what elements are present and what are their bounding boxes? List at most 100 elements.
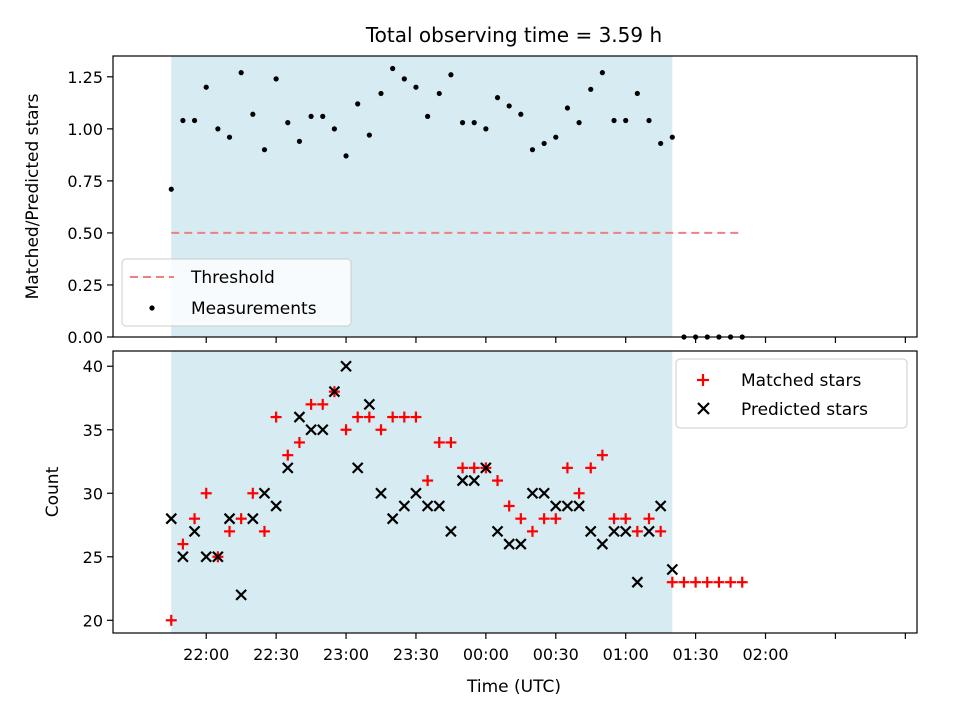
y-tick-label: 30 [83,484,103,503]
matched-point [596,449,608,461]
measurements-legend-swatch [149,305,155,311]
predicted-point [445,525,457,538]
matched-point [503,500,515,512]
measurement-point [553,134,559,140]
y-tick-label: 1.00 [67,120,103,139]
predicted-legend-swatch [697,402,710,415]
ratio-legend: Threshold Measurements [121,258,352,327]
matched-point [550,513,562,525]
measurement-point [599,70,605,76]
measurement-point [658,140,664,147]
matched-point [224,525,236,537]
measurement-point [494,95,501,101]
matched-legend-label: Matched stars [741,371,861,391]
predicted-point [305,423,317,436]
predicted-point [340,360,352,373]
measurement-point [459,120,466,126]
predicted-point [468,474,480,487]
y-tick-label: 20 [83,611,103,630]
matched-point [200,487,212,499]
measurement-point [180,117,186,124]
matched-point [468,462,480,474]
predicted-point [375,487,387,500]
x-tick-label: 23:30 [393,645,439,664]
measurement-point [168,186,174,192]
threshold-legend-label: Threshold [190,268,275,288]
predicted-point [526,487,539,500]
predicted-point [188,525,201,538]
y-tick-label: 35 [83,421,103,440]
measurement-point [308,113,314,119]
matched-point [666,576,678,588]
measurement-point [425,113,431,119]
matched-point [608,513,620,525]
y-tick-label: 40 [83,357,103,376]
measurement-point [634,90,640,97]
measurement-point [623,117,629,124]
measurement-point [226,134,233,140]
matched-point [165,614,177,626]
measurement-point [541,140,547,147]
predicted-point [177,551,189,563]
measurement-point [378,90,384,97]
predicted-point [503,538,515,550]
count-legend: Matched stars Predicted stars [675,358,908,429]
measurement-point [366,132,372,138]
predicted-point [165,512,178,525]
matched-point [725,576,737,588]
measurement-point [390,65,396,72]
matched-point [387,411,399,423]
matched-point [433,436,445,448]
x-tick-label: 00:30 [533,645,579,664]
matched-point [305,398,317,410]
x-tick-label: 02:00 [742,645,788,664]
count-panel: 20 25 30 35 40 22:00 22:30 23:00 23:30 00:00 00:3… [43,350,918,697]
observing-window-shade [171,351,673,633]
measurement-point [331,126,337,132]
count-panel-frame [112,350,918,634]
matched-point [573,487,585,499]
measurement-point [506,103,512,109]
matched-point [631,525,643,537]
predicted-point [235,589,247,601]
matched-point [352,411,364,423]
matched-point [270,411,282,423]
matched-point [177,538,189,550]
predicted-point [282,462,294,474]
ratio-legend-box [121,258,352,327]
measurement-point [215,126,221,132]
measurement-point [320,113,326,119]
predicted-point [608,525,620,538]
x-tick-label: 22:30 [253,645,299,664]
measurement-point [588,86,594,92]
predicted-point [398,500,411,512]
predicted-point [643,525,655,538]
matched-point [445,436,457,448]
time-x-axis-label: Time (UTC) [466,677,561,697]
predicted-point [316,423,329,436]
predicted-point [538,487,550,500]
measurements-legend-label: Measurements [191,299,317,319]
measurement-point [669,134,675,140]
predicted-point [619,525,632,538]
measurement-point [250,111,256,117]
matched-point [701,576,713,588]
predicted-point [386,512,399,525]
measurement-point [413,84,419,90]
matched-point [340,424,352,436]
count-y-axis-label: Count [43,466,63,517]
count-legend-box [675,358,908,429]
ratio-panel: 0.00 0.25 0.50 0.75 1.00 1.25 Matched/Predict… [23,55,918,347]
predicted-point [433,500,446,512]
y-tick-label: 0.50 [67,224,103,243]
measurement-point [273,76,279,82]
matched-point [515,513,527,525]
predicted-point [573,500,585,512]
measurement-point [576,120,582,126]
measurement-point [296,138,303,144]
measurement-point [436,90,442,97]
measurement-point [448,72,454,78]
matched-point [713,576,725,588]
matched-point [526,525,538,537]
measurement-point [646,117,652,124]
